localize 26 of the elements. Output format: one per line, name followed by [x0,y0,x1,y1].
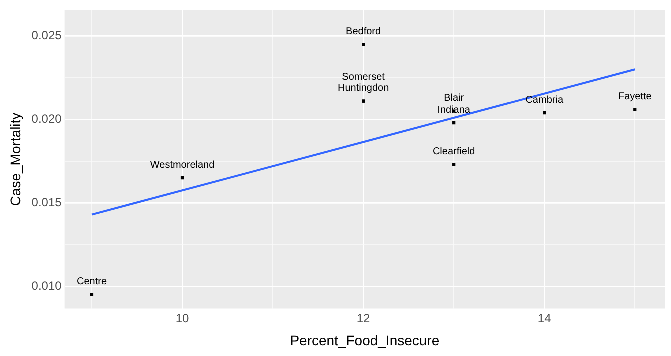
x-tick-label: 10 [176,311,190,326]
annotation: Somerset [342,72,386,84]
point [452,163,456,166]
point [180,176,184,180]
annotation: Indiana [438,104,471,116]
annotation: Clearfield [432,146,476,158]
x-tick-label: 14 [538,311,552,326]
point [543,111,546,115]
y-axis-title: Case_Mortality [7,112,24,206]
annotation: Westmoreland [150,160,215,171]
y-tick-label: 0.015 [32,195,62,210]
annotation: Bedford [346,26,382,38]
y-tick-label: 0.020 [32,112,62,126]
y-tick-label: 0.010 [32,278,62,293]
point [90,293,94,297]
y-tick-label: 0.025 [32,28,62,43]
point [634,108,637,112]
point [362,43,366,46]
point [452,121,456,125]
x-tick-label: 12 [356,311,371,326]
annotation: Cambria [526,94,564,106]
x-axis-title: Percent_Food_Insecure [290,332,440,348]
annotation: Huntingdon [338,83,390,94]
annotation: Blair [444,93,465,104]
annotation: Fayette [618,91,652,102]
annotation: Centre [76,276,108,288]
